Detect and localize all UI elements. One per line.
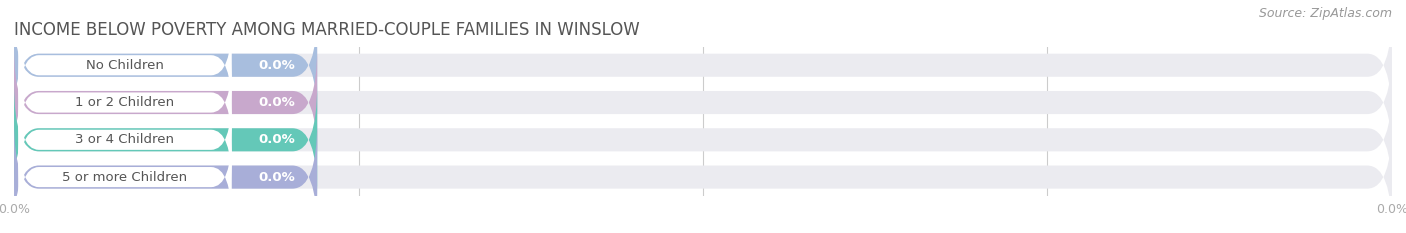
FancyBboxPatch shape <box>14 84 318 195</box>
Text: 0.0%: 0.0% <box>259 59 295 72</box>
Text: INCOME BELOW POVERTY AMONG MARRIED-COUPLE FAMILIES IN WINSLOW: INCOME BELOW POVERTY AMONG MARRIED-COUPL… <box>14 21 640 39</box>
Text: 0.0%: 0.0% <box>259 171 295 184</box>
FancyBboxPatch shape <box>14 122 318 233</box>
FancyBboxPatch shape <box>14 47 318 158</box>
FancyBboxPatch shape <box>18 19 232 111</box>
Text: 3 or 4 Children: 3 or 4 Children <box>76 133 174 146</box>
Text: 1 or 2 Children: 1 or 2 Children <box>76 96 174 109</box>
FancyBboxPatch shape <box>14 10 1392 121</box>
FancyBboxPatch shape <box>18 57 232 148</box>
Text: No Children: No Children <box>86 59 165 72</box>
FancyBboxPatch shape <box>14 10 318 121</box>
FancyBboxPatch shape <box>14 122 1392 233</box>
FancyBboxPatch shape <box>18 131 232 223</box>
Text: 0.0%: 0.0% <box>259 133 295 146</box>
FancyBboxPatch shape <box>14 47 1392 158</box>
Text: 0.0%: 0.0% <box>259 96 295 109</box>
FancyBboxPatch shape <box>14 84 1392 195</box>
FancyBboxPatch shape <box>18 94 232 186</box>
Text: Source: ZipAtlas.com: Source: ZipAtlas.com <box>1258 7 1392 20</box>
Text: 5 or more Children: 5 or more Children <box>62 171 187 184</box>
